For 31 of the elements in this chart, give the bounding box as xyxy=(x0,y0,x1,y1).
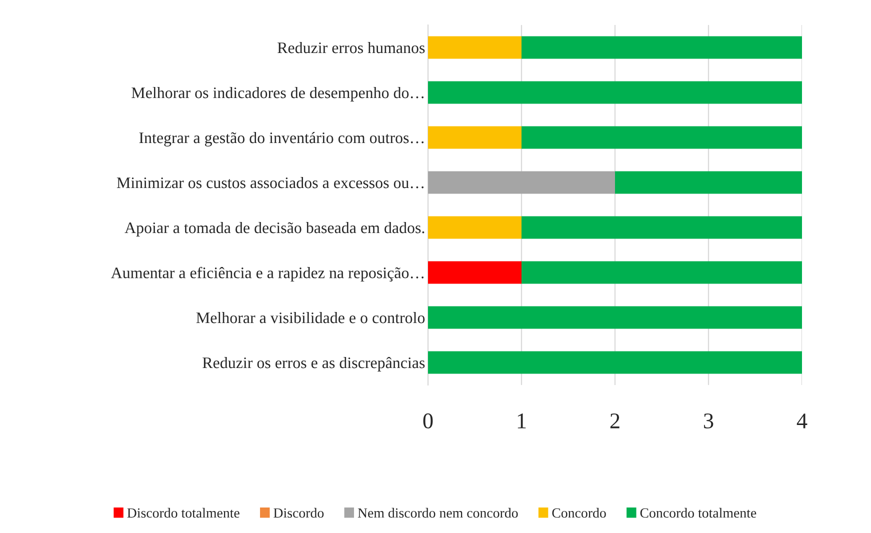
bar xyxy=(428,126,522,149)
y-tick-label: Apoiar a tomada de decisão baseada em dados. xyxy=(124,222,424,236)
bar xyxy=(615,171,802,194)
bar xyxy=(428,171,615,194)
x-tick-label: 2 xyxy=(610,413,620,428)
bar xyxy=(522,36,802,59)
legend-label: Discordo totalmente xyxy=(127,508,240,518)
y-tick-label: Melhorar os indicadores de desempenho do… xyxy=(132,86,424,102)
x-tick-label: 4 xyxy=(796,414,808,428)
x-tick-label: 1 xyxy=(518,414,526,428)
y-tick-label: Minimizar os custos associados a excessos ou… xyxy=(116,176,424,188)
bar xyxy=(522,261,802,284)
bar xyxy=(428,306,802,329)
bar xyxy=(428,261,522,284)
x-tick-label: 0 xyxy=(423,413,433,428)
bar xyxy=(428,216,522,239)
legend-label: Nem discordo nem concordo xyxy=(358,508,518,518)
y-tick-label: Reduzir os erros e as discrepâncias xyxy=(202,356,425,372)
x-tick-label: 3 xyxy=(704,413,714,428)
legend-label: Discordo xyxy=(274,508,324,518)
y-tick-label: Melhorar a visibilidade e o controlo xyxy=(196,312,425,324)
bar xyxy=(522,216,802,239)
legend-label: Concordo xyxy=(552,508,606,518)
y-tick-label: Reduzir erros humanos xyxy=(278,42,425,54)
legend-label: Concordo totalmente xyxy=(640,508,756,518)
y-tick-label: Integrar a gestão do inventário com outros… xyxy=(139,132,424,146)
bar xyxy=(428,81,802,104)
bar xyxy=(428,351,802,374)
bar xyxy=(522,126,802,149)
y-tick-label: Aumentar a eficiência e a rapidez na reposição… xyxy=(110,266,424,282)
bar xyxy=(428,36,522,59)
